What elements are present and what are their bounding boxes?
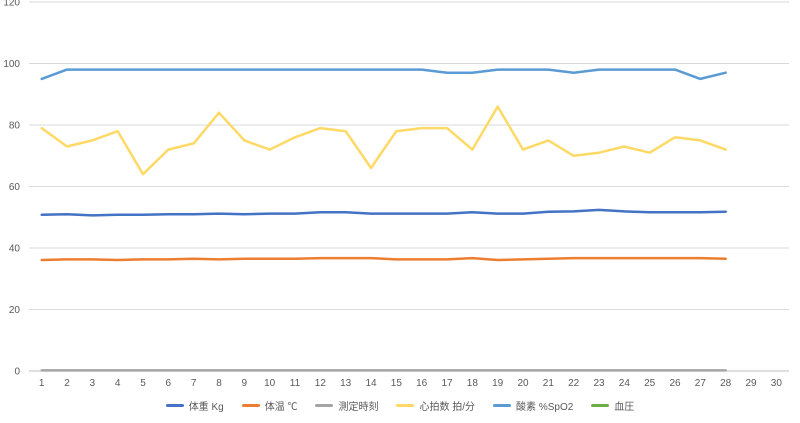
x-tick-label: 7 [191, 378, 197, 389]
y-tick-label: 80 [9, 121, 21, 132]
legend-label: 酸素 %SpO2 [516, 402, 574, 413]
x-tick-label: 25 [644, 378, 656, 389]
legend-item: 体重 Kg [165, 398, 224, 413]
legend-swatch [165, 404, 184, 407]
x-tick-label: 30 [771, 378, 783, 389]
y-tick-label: 60 [9, 182, 21, 193]
series-lines [40, 68, 727, 372]
x-tick-label: 24 [619, 378, 631, 389]
x-tick-label: 20 [517, 378, 529, 389]
series-line [40, 208, 727, 217]
x-tick-label: 3 [90, 378, 96, 389]
x-tick-label: 26 [669, 378, 681, 389]
x-tick-label: 11 [290, 378, 301, 389]
x-tick-label: 19 [492, 378, 504, 389]
legend-label: 体温 ℃ [264, 402, 298, 413]
x-tick-label: 12 [315, 378, 327, 389]
x-tick-label: 4 [115, 378, 121, 389]
legend-item: 測定時刻 [315, 398, 378, 413]
x-tick-label: 17 [441, 378, 453, 389]
x-tick-label: 5 [140, 378, 146, 389]
x-tick-label: 15 [391, 378, 403, 389]
legend-item: 酸素 %SpO2 [493, 398, 573, 413]
legend-label: 心拍数 拍/分 [419, 402, 476, 413]
x-tick-label: 21 [543, 378, 555, 389]
legend-label: 体重 Kg [188, 402, 224, 413]
legend-swatch [396, 404, 415, 407]
x-tick-label: 16 [416, 378, 428, 389]
y-axis-ticks: 0 20 40 60 80 100 120 [3, 0, 20, 378]
legend-item: 血圧 [591, 398, 634, 413]
x-tick-label: 1 [39, 378, 45, 389]
x-tick-label: 28 [720, 378, 732, 389]
x-tick-label: 6 [166, 378, 172, 389]
y-tick-label: 100 [3, 59, 20, 70]
legend-swatch [315, 404, 334, 407]
x-tick-label: 2 [64, 378, 70, 389]
y-tick-label: 40 [9, 244, 21, 255]
x-axis-ticks: 1 2 3 4 5 6 7 8 9 10 11 12 13 14 15 16 17 18 19 20 21 22 23 24 2… [39, 378, 782, 389]
legend: 体重 Kg 体温 ℃ 測定時刻 心拍数 拍/分 酸素 %SpO2 血圧 [0, 398, 800, 413]
legend-item: 心拍数 拍/分 [396, 398, 475, 413]
x-tick-label: 13 [340, 378, 352, 389]
x-tick-label: 23 [593, 378, 605, 389]
x-tick-label: 29 [745, 378, 757, 389]
x-tick-label: 10 [264, 378, 276, 389]
x-tick-label: 27 [695, 378, 707, 389]
legend-swatch [493, 404, 512, 407]
series-line [40, 105, 727, 176]
legend-label: 測定時刻 [338, 402, 379, 413]
legend-item: 体温 ℃ [241, 398, 298, 413]
legend-swatch [241, 404, 260, 407]
legend-label: 血圧 [614, 402, 635, 413]
series-line [40, 256, 727, 262]
x-tick-label: 22 [568, 378, 580, 389]
x-tick-label: 18 [467, 378, 479, 389]
y-tick-label: 120 [3, 0, 20, 9]
x-tick-label: 8 [216, 378, 222, 389]
y-tick-label: 0 [14, 367, 20, 378]
gridlines [29, 1, 789, 372]
x-tick-label: 14 [365, 378, 377, 389]
legend-swatch [591, 404, 610, 407]
y-tick-label: 20 [9, 305, 21, 316]
x-tick-label: 9 [242, 378, 248, 389]
series-line [40, 68, 727, 81]
